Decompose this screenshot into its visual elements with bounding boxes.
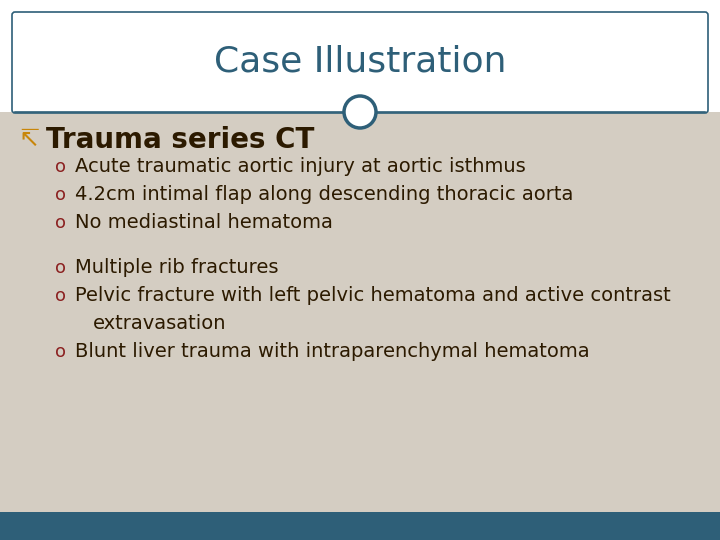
Text: ↸: ↸ — [18, 128, 39, 152]
Text: o: o — [55, 186, 66, 204]
Text: o: o — [55, 259, 66, 277]
Bar — [0, 512, 720, 540]
Text: No mediastinal hematoma: No mediastinal hematoma — [75, 213, 333, 233]
Text: Trauma series CT: Trauma series CT — [46, 126, 315, 154]
Bar — [0, 112, 720, 512]
Text: Pelvic fracture with left pelvic hematoma and active contrast: Pelvic fracture with left pelvic hematom… — [75, 286, 671, 305]
Text: Case Illustration: Case Illustration — [214, 45, 506, 79]
FancyBboxPatch shape — [12, 12, 708, 113]
Text: o: o — [55, 343, 66, 361]
Text: o: o — [55, 287, 66, 305]
Text: o: o — [55, 214, 66, 232]
Text: Multiple rib fractures: Multiple rib fractures — [75, 258, 279, 278]
Text: extravasation: extravasation — [93, 314, 227, 333]
Text: 4.2cm intimal flap along descending thoracic aorta: 4.2cm intimal flap along descending thor… — [75, 186, 573, 205]
Text: Blunt liver trauma with intraparenchymal hematoma: Blunt liver trauma with intraparenchymal… — [75, 342, 590, 361]
Circle shape — [344, 96, 376, 128]
Text: o: o — [55, 158, 66, 176]
Text: Acute traumatic aortic injury at aortic isthmus: Acute traumatic aortic injury at aortic … — [75, 158, 526, 177]
